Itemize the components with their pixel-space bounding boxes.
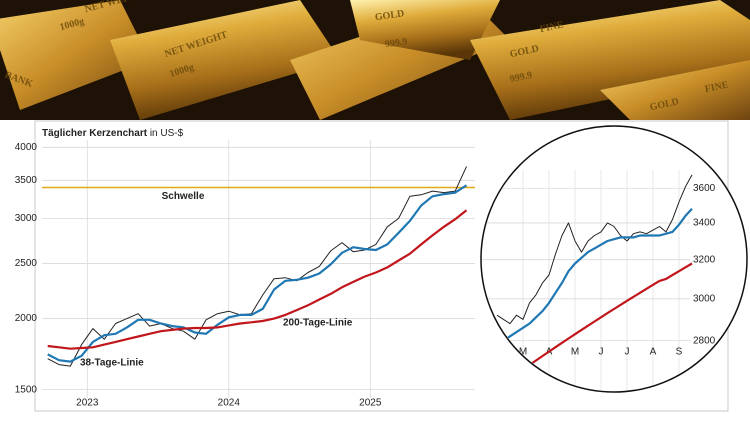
y-tick-label: 2800 (693, 335, 716, 346)
header-image: BANK NET WEIGHT 1000g NET WEIGHT 1000g G… (0, 0, 750, 120)
x-tick-label: J (625, 347, 630, 358)
y-tick-label: 2000 (15, 313, 38, 324)
x-tick-label: J (599, 347, 604, 358)
y-tick-label: 1500 (15, 384, 38, 395)
y-tick-label: 4000 (15, 142, 38, 153)
chart-title: Täglicher Kerzenchart in US-$ (42, 128, 184, 139)
price-line (496, 174, 693, 325)
y-tick-label: 3200 (693, 254, 716, 265)
engraving: 999.9 (509, 70, 533, 85)
engraving: GOLD (374, 8, 405, 23)
y-tick-label: 2500 (15, 258, 38, 269)
y-tick-label: 3500 (15, 175, 38, 186)
x-tick-label: 2024 (218, 398, 241, 409)
engraving: FINE (704, 79, 730, 95)
y-tick-label: 3600 (693, 183, 716, 194)
title: Täglicher Kerzenchart (42, 128, 148, 139)
unit: in US-$ (150, 128, 184, 139)
x-tick-label: 2023 (76, 398, 99, 409)
engraving: 999.9 (384, 36, 408, 50)
moving-average-line (47, 209, 468, 350)
threshold-label: Schwelle (162, 191, 205, 202)
moving-average-line (47, 184, 468, 363)
price-line (47, 166, 467, 367)
x-tick-label: 2025 (359, 398, 382, 409)
inset-circle (480, 125, 748, 393)
series-label: 200-Tage-Linie (283, 318, 353, 329)
x-tick-label: M (571, 347, 579, 358)
engraving: FINE (539, 19, 565, 35)
y-tick-label: 3000 (693, 293, 716, 304)
x-tick-label: A (650, 347, 657, 358)
y-tick-label: 3000 (15, 213, 38, 224)
x-tick-label: S (676, 347, 683, 358)
x-tick-label: M (519, 347, 527, 358)
main-chart: 1500 2000 2500 3000 3500 4000 2023 2024 2025 Schw… (15, 140, 475, 409)
moving-average-line (496, 208, 693, 346)
y-tick-label: 3400 (693, 218, 716, 229)
series-label: 38-Tage-Linie (80, 358, 144, 369)
